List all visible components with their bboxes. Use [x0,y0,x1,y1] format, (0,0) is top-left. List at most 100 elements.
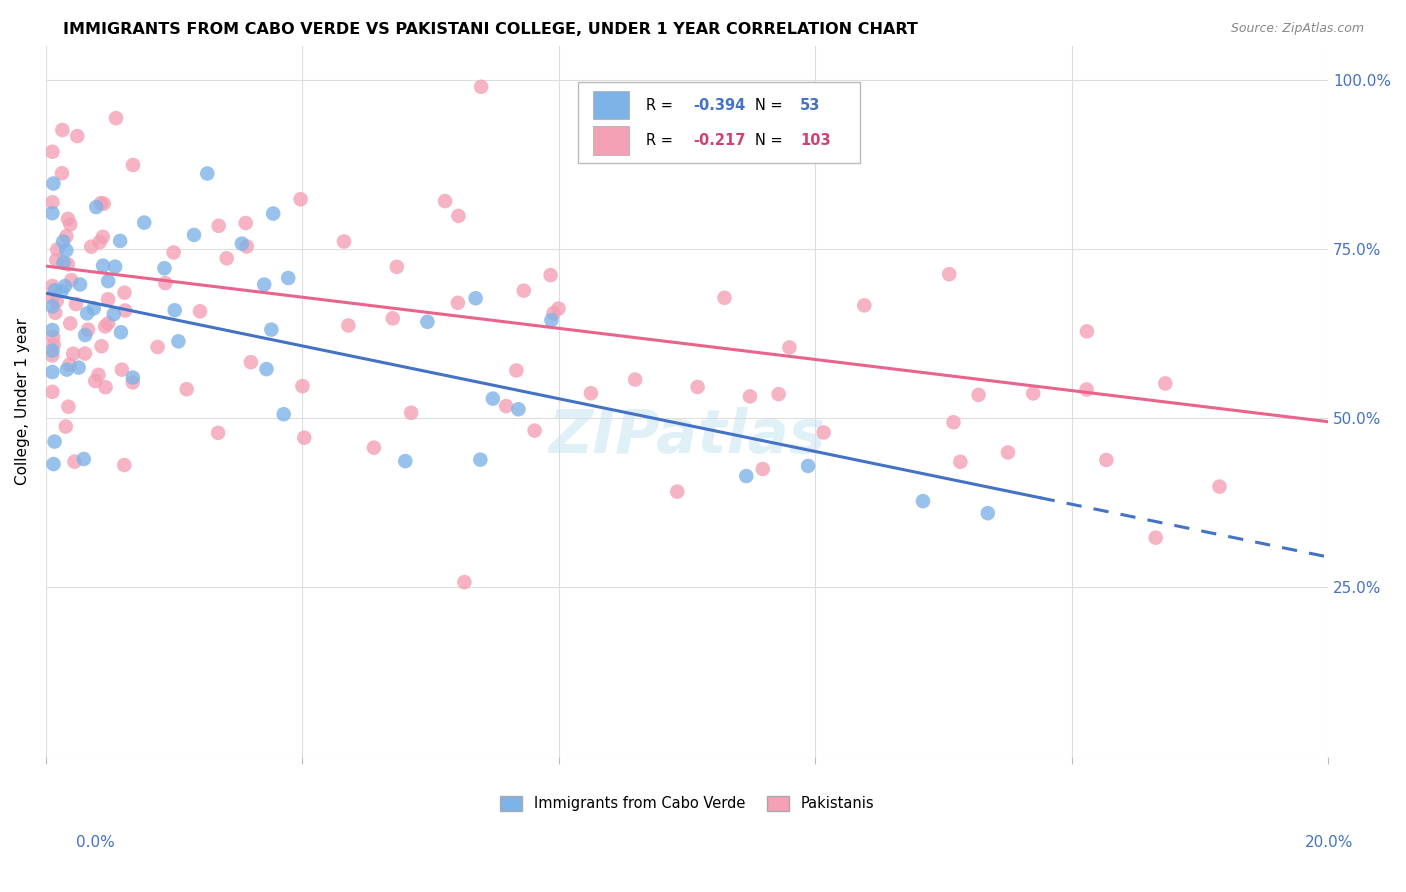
Point [41,348,63,362]
Point [1022,386,1045,401]
Text: IMMIGRANTS FROM CABO VERDE VS PAKISTANI COLLEGE, UNDER 1 YEAR CORRELATION CHART: IMMIGRANTS FROM CABO VERDE VS PAKISTANI … [63,22,918,37]
Text: N =: N = [755,133,787,148]
Point [540,313,562,327]
Point [62,347,84,361]
Point [56,362,79,376]
Point [813,425,835,440]
Point [114,303,136,318]
Point [738,389,761,403]
Point [41,343,63,358]
Point [253,277,276,292]
Point [44,434,66,449]
Point [41,384,63,399]
Point [53,279,76,293]
Point [51,166,73,180]
Point [56,257,79,271]
Point [41,291,63,305]
Text: -0.217: -0.217 [693,133,745,148]
Point [42,177,65,191]
Point [110,326,132,340]
Point [93,196,115,211]
Point [235,239,257,253]
Point [67,360,90,375]
Point [735,469,758,483]
Point [51,123,73,137]
Point [363,441,385,455]
Point [114,285,136,300]
Point [195,167,218,181]
Point [624,372,647,386]
Point [65,297,87,311]
Point [470,79,492,94]
Point [63,455,86,469]
Point [44,283,66,297]
Point [91,230,114,244]
Point [997,445,1019,459]
Point [55,419,77,434]
Point [208,219,231,233]
Point [51,284,73,298]
Point [59,218,82,232]
Point [103,307,125,321]
Point [59,317,82,331]
Point [273,407,295,421]
Point [89,235,111,250]
Point [464,291,486,305]
Point [42,457,65,471]
Point [90,339,112,353]
Point [163,303,186,318]
Point [508,402,530,417]
Point [1208,480,1230,494]
Point [76,306,98,320]
Text: 0.0%: 0.0% [76,836,115,850]
Point [69,277,91,292]
Point [260,323,283,337]
Point [239,355,262,369]
Point [42,330,65,344]
Point [44,306,66,320]
Point [94,319,117,334]
Point [333,235,356,249]
Text: R =: R = [645,133,678,148]
Point [686,380,709,394]
Text: 53: 53 [800,98,820,112]
Point [235,216,257,230]
Point [938,267,960,281]
Point [977,506,1000,520]
Point [188,304,211,318]
Point [768,387,790,401]
Point [778,340,800,354]
Point [447,209,470,223]
Point [523,424,546,438]
Text: R =: R = [645,98,678,112]
Point [513,284,536,298]
Point [108,234,131,248]
Point [215,252,238,266]
Point [547,301,569,316]
Point [256,362,278,376]
Point [394,454,416,468]
Text: Source: ZipAtlas.com: Source: ZipAtlas.com [1230,22,1364,36]
Point [540,268,562,282]
Legend: Immigrants from Cabo Verde, Pakistanis: Immigrants from Cabo Verde, Pakistanis [495,789,880,817]
Point [713,291,735,305]
Point [134,216,156,230]
Point [97,293,120,307]
Point [399,406,422,420]
Point [104,260,127,274]
Point [231,236,253,251]
Point [97,317,120,331]
Point [41,195,63,210]
Point [87,368,110,382]
Point [949,455,972,469]
Point [73,452,96,467]
Point [183,227,205,242]
Point [73,346,96,360]
Text: 20.0%: 20.0% [1305,836,1353,850]
Point [58,400,80,414]
Point [176,382,198,396]
Point [482,392,505,406]
Y-axis label: College, Under 1 year: College, Under 1 year [15,318,30,485]
Point [122,158,145,172]
Point [111,362,134,376]
